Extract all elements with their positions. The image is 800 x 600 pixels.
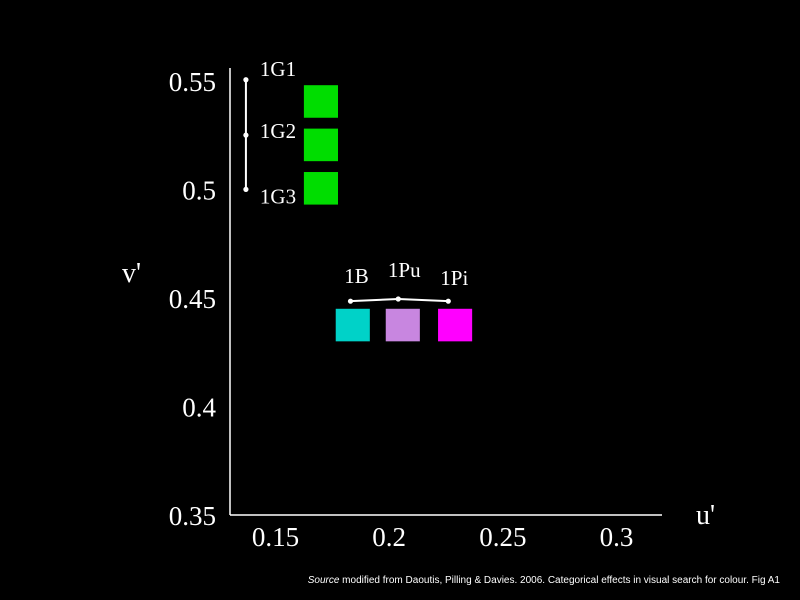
tick-labels: 0.55 0.5 0.45 0.4 0.35 0.15 0.2 0.25 0.3 [169,67,634,552]
swatch-1g2 [303,128,338,162]
x-tick-label: 0.2 [372,522,406,552]
point-label-1pi: 1Pi [440,266,468,290]
connector-line [398,298,449,303]
connector-line [350,298,399,303]
y-tick-label: 0.55 [169,67,216,97]
x-tick-label: 0.25 [479,522,526,552]
swatch-1g1 [303,85,338,118]
axes [229,68,662,516]
color-swatches [303,85,473,342]
point-label-1pu: 1Pu [388,258,421,282]
swatch-1pi [438,308,473,342]
point-1b [347,298,354,304]
point-label-1g1: 1G1 [260,57,296,81]
y-axis-label: v' [122,258,141,289]
point-label-1b: 1B [344,264,369,288]
swatch-1g3 [303,172,338,205]
source-text: modified from Daoutis, Pilling & Davies.… [339,575,780,586]
y-tick-label: 0.45 [169,284,216,314]
point-1g3 [243,186,249,192]
point-1pu [395,296,401,302]
y-tick-label: 0.4 [182,392,216,422]
y-tick-label: 0.5 [182,175,216,205]
point-markers: 1G1 1G2 1G3 1B 1Pu 1Pi [243,57,468,304]
swatch-1b [335,308,370,342]
point-1g1 [243,77,249,83]
swatch-1pu [385,308,420,342]
point-label-1g2: 1G2 [260,119,296,143]
source-caption: Source modified from Daoutis, Pilling & … [308,575,780,586]
x-axis-label: u' [696,500,715,531]
x-tick-label: 0.15 [252,522,299,552]
point-label-1g3: 1G3 [260,184,296,208]
y-tick-label: 0.35 [169,501,216,531]
source-prefix: Source [307,575,340,586]
point-1pi [445,298,451,304]
x-tick-label: 0.3 [600,522,634,552]
point-1g2 [243,132,249,138]
